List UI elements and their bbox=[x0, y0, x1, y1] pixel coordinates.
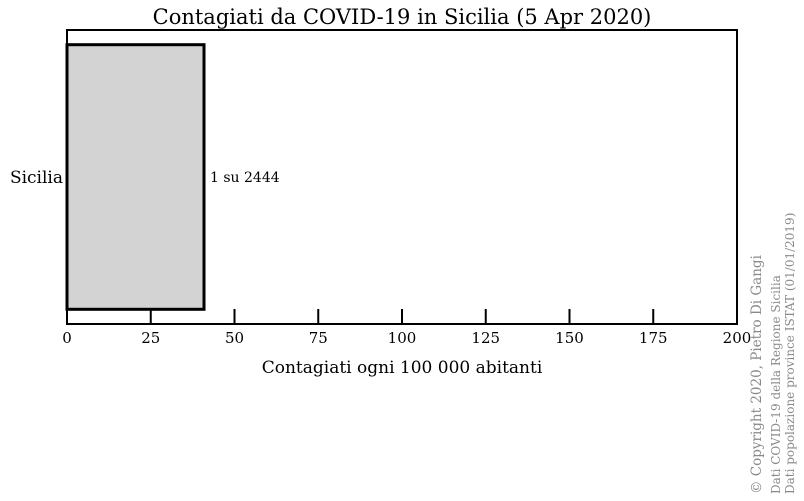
copyright-text: © Copyright 2020, Pietro Di Gangi bbox=[749, 254, 765, 494]
x-axis-label: Contagiati ogni 100 000 abitanti bbox=[262, 358, 543, 378]
x-tick-label: 25 bbox=[141, 329, 160, 347]
x-tick-label: 75 bbox=[309, 329, 328, 347]
chart-title: Contagiati da COVID-19 in Sicilia (5 Apr… bbox=[153, 5, 652, 29]
source-population-text: Dati popolazione province ISTAT (01/01/2… bbox=[783, 213, 797, 494]
x-tick-label: 0 bbox=[62, 329, 72, 347]
source-covid-text: Dati COVID-19 della Regione Sicilia bbox=[769, 275, 783, 494]
bar-sicilia bbox=[65, 43, 206, 311]
bars-group: 1 su 2444 bbox=[65, 43, 280, 311]
x-tick-label: 100 bbox=[388, 329, 417, 347]
x-tick-label: 200 bbox=[723, 329, 752, 347]
category-labels: Sicilia bbox=[10, 168, 63, 188]
data-label-sicilia: 1 su 2444 bbox=[210, 170, 280, 186]
x-axis-ticks: 0 25 50 75 100 125 150 175 200 bbox=[62, 309, 751, 347]
x-tick-label: 125 bbox=[471, 329, 500, 347]
x-tick-label: 150 bbox=[555, 329, 584, 347]
category-label-sicilia: Sicilia bbox=[10, 168, 63, 188]
x-tick-label: 175 bbox=[639, 329, 668, 347]
credits-block: © Copyright 2020, Pietro Di Gangi Dati C… bbox=[749, 213, 797, 494]
x-tick-label: 50 bbox=[225, 329, 244, 347]
